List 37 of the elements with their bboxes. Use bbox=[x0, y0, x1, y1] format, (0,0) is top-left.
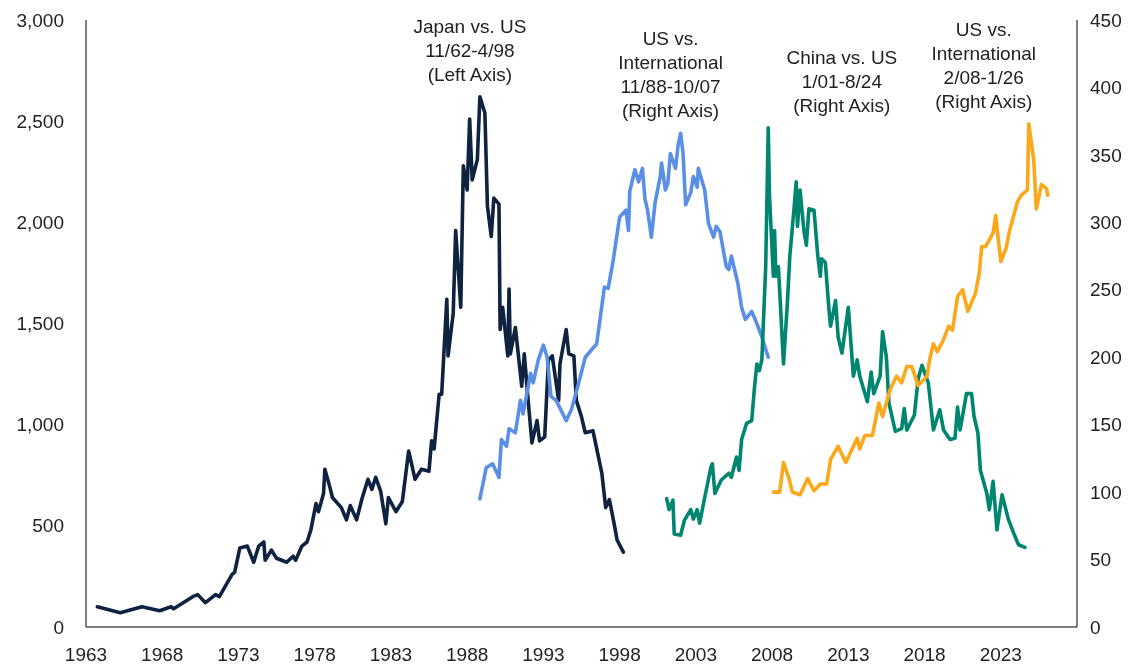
y2-tick-label: 150 bbox=[1090, 414, 1122, 436]
y-tick-label: 2,000 bbox=[16, 211, 64, 233]
text: US vs. International 11/88-10/07 (Right Axis) bbox=[618, 28, 723, 122]
y-tick-label: 1,500 bbox=[16, 313, 64, 335]
y-tick-label: 2,500 bbox=[16, 110, 64, 132]
y2-tick-label: 300 bbox=[1090, 211, 1122, 233]
x-tick-label: 2008 bbox=[750, 644, 794, 665]
text: Japan vs. US 11/62-4/98 (Left Axis) bbox=[413, 15, 527, 85]
line-series bbox=[478, 131, 771, 501]
y-tick-label: 3,000 bbox=[16, 9, 64, 31]
y2-tick-label: 450 bbox=[1090, 9, 1122, 31]
y-tick-label: 500 bbox=[32, 515, 64, 537]
x-tick-label: 2003 bbox=[674, 644, 717, 665]
x-tick-label: 1988 bbox=[446, 644, 489, 665]
series-label: US vs. International 2/08-1/26 (Right Axis) bbox=[931, 18, 1037, 112]
y-tick-label: 1,000 bbox=[16, 414, 64, 436]
x-tick-label: 1978 bbox=[293, 644, 336, 665]
line-series bbox=[771, 122, 1050, 497]
y2-tick-label: 400 bbox=[1090, 77, 1122, 99]
x-tick-label: 1968 bbox=[141, 644, 184, 665]
y-tick-label: 0 bbox=[53, 616, 64, 638]
x-tick-label: 2018 bbox=[903, 644, 946, 665]
x-tick-label: 1963 bbox=[64, 644, 108, 665]
x-tick-label: 2023 bbox=[979, 644, 1022, 665]
series-label: China vs. US 1/01-8/24 (Right Axis) bbox=[786, 46, 898, 116]
y2-tick-label: 100 bbox=[1090, 481, 1122, 503]
x-tick-label: 2013 bbox=[827, 644, 870, 665]
x-tick-label: 1993 bbox=[522, 644, 565, 665]
x-tick-label: 1983 bbox=[369, 644, 413, 665]
x-tick-label: 1998 bbox=[598, 644, 641, 665]
x-tick-label: 1973 bbox=[217, 644, 260, 665]
y2-tick-label: 0 bbox=[1090, 616, 1101, 638]
y2-tick-label: 50 bbox=[1090, 549, 1112, 571]
y2-tick-label: 250 bbox=[1090, 279, 1122, 301]
y2-tick-label: 350 bbox=[1090, 144, 1122, 166]
y2-tick-label: 200 bbox=[1090, 346, 1122, 368]
line-series bbox=[664, 126, 1027, 550]
